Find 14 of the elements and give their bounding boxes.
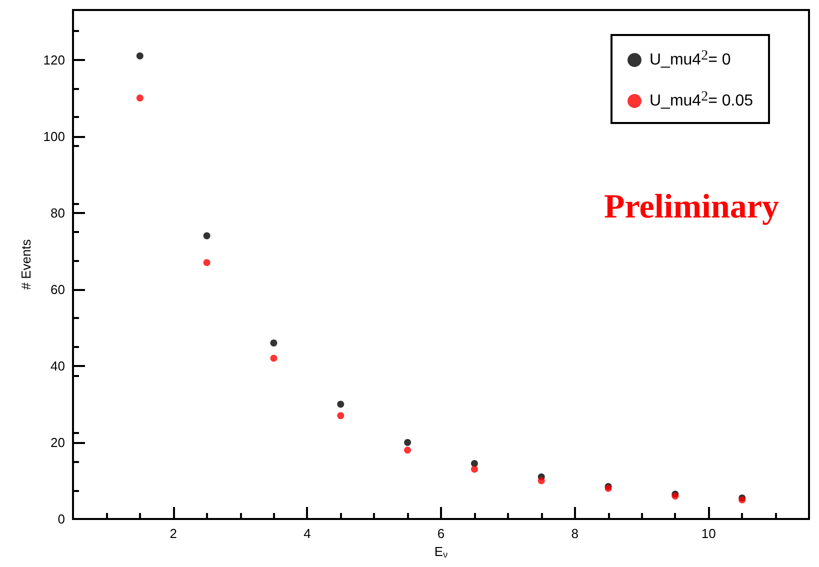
- y-tick-label: 60: [50, 282, 65, 297]
- annotation: Preliminary: [604, 188, 780, 226]
- y-tick-label: 100: [43, 128, 65, 144]
- y-tick-label: 0: [58, 512, 65, 526]
- x-tick-label: 10: [701, 526, 716, 541]
- x-tick-label: 8: [571, 526, 578, 541]
- x-tick-label: 2: [170, 526, 177, 541]
- y-tick-label: 40: [50, 358, 65, 374]
- y-tick-label: 20: [50, 434, 65, 450]
- y-axis-title: # Events: [18, 238, 34, 290]
- y-tick-label: 80: [50, 205, 65, 220]
- y-tick-label: 120: [43, 52, 65, 68]
- x-tick-label: 6: [437, 526, 445, 541]
- x-tick-label: 4: [304, 526, 311, 541]
